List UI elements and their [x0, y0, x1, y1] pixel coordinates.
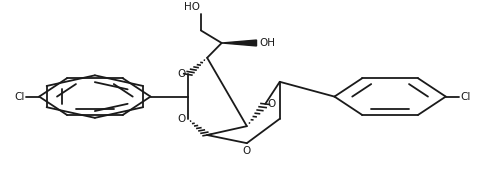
Text: Cl: Cl [15, 92, 25, 102]
Text: O: O [177, 69, 185, 79]
Polygon shape [222, 40, 257, 46]
Text: Cl: Cl [460, 92, 470, 102]
Text: O: O [177, 114, 185, 124]
Text: O: O [242, 146, 251, 156]
Text: O: O [268, 99, 276, 109]
Text: OH: OH [259, 38, 275, 48]
Text: HO: HO [184, 2, 200, 12]
